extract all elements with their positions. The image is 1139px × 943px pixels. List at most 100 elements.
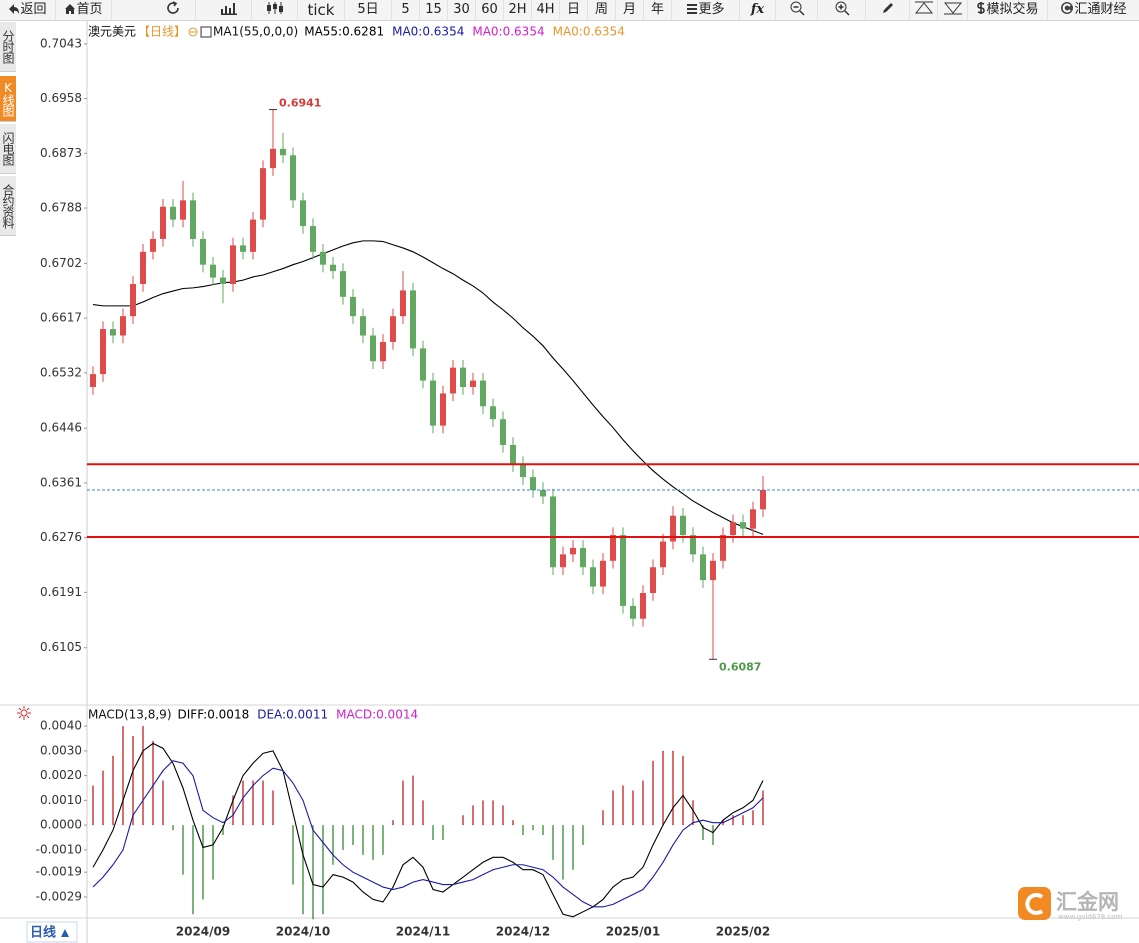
- y-tick-label: 0.6276: [40, 530, 82, 544]
- zoom-out-button[interactable]: [776, 0, 818, 20]
- tick-button[interactable]: tick: [298, 0, 345, 20]
- macd-line: [92, 742, 764, 918]
- period-5d[interactable]: 5日: [345, 0, 392, 20]
- home-icon: [65, 4, 76, 14]
- candle-body: [520, 464, 526, 478]
- down-tool-icon: [943, 2, 962, 15]
- sidebar-tab-active[interactable]: K线图: [0, 76, 16, 122]
- chart-subtitle: 【日线】: [138, 25, 186, 39]
- period-15[interactable]: 15: [420, 0, 448, 20]
- candle-body: [480, 380, 486, 407]
- sim-trade-label: 模拟交易: [986, 2, 1039, 17]
- sidebar-tab[interactable]: 分时图: [0, 22, 16, 72]
- formula-button[interactable]: fx: [740, 0, 776, 20]
- candle-body: [620, 535, 626, 606]
- pen-icon-shape: [882, 3, 893, 13]
- zoom-out-icon: [790, 1, 805, 16]
- candle-body: [270, 148, 276, 169]
- up-tool-icon: [914, 1, 933, 14]
- candle-body: [550, 496, 556, 568]
- home-label: 首页: [76, 2, 103, 17]
- candle-body: [250, 219, 256, 252]
- bar-chart-icon: [220, 3, 237, 16]
- candle-body: [540, 489, 546, 497]
- legend-name: DIFF:: [178, 708, 208, 722]
- high-label: 0.6941: [279, 97, 321, 110]
- y-tick-label: 0.6532: [40, 365, 82, 379]
- refresh-icon: [166, 1, 179, 14]
- refresh-button[interactable]: [150, 0, 196, 20]
- legend-value: 0.6281: [342, 25, 384, 39]
- legend-value: 0.0014: [376, 708, 418, 722]
- legend-name: MACD:: [336, 708, 376, 722]
- y-tick-label: 0.0040: [40, 719, 82, 733]
- candle-body: [380, 341, 386, 362]
- sidebar-tab[interactable]: 闪电图: [0, 124, 16, 174]
- bar-chart-button[interactable]: [206, 0, 252, 20]
- candle-body: [570, 547, 576, 555]
- candle-body: [670, 515, 676, 542]
- zoom-in-icon: [835, 1, 850, 16]
- period-week[interactable]: 周: [588, 0, 616, 20]
- y-tick-label: -0.0029: [36, 889, 82, 903]
- candle-body: [470, 380, 476, 387]
- draw-button[interactable]: [866, 0, 910, 20]
- candle-body: [630, 605, 636, 619]
- candle-body: [180, 200, 186, 220]
- down-tool-button[interactable]: [938, 0, 968, 20]
- settings-icon[interactable]: [17, 706, 31, 720]
- candle-button[interactable]: [254, 0, 298, 20]
- legend-value: 0.0018: [207, 708, 249, 722]
- zoom-in-button[interactable]: [818, 0, 866, 20]
- macd-line: [92, 760, 764, 908]
- sidebar-tab[interactable]: 合约资料: [0, 176, 16, 236]
- period-day[interactable]: 日: [560, 0, 588, 20]
- period-tab[interactable]: 日线: [30, 925, 56, 941]
- legend-value: 0.6354: [583, 25, 625, 39]
- y-tick-label: 0.6361: [40, 475, 82, 489]
- x-tick-label: 2024/10: [276, 925, 330, 939]
- candle-body: [430, 380, 436, 426]
- candle-body: [580, 547, 586, 568]
- candle-body: [440, 393, 446, 426]
- home-button[interactable]: 首页: [56, 0, 112, 20]
- y-tick-label: -0.0010: [36, 842, 82, 856]
- period-arrow[interactable]: [61, 929, 69, 937]
- y-tick-label: 0.0010: [40, 793, 82, 807]
- candle-icon-bodies: [266, 4, 283, 12]
- more-button[interactable]: 更多: [672, 0, 740, 20]
- candle-body: [420, 348, 426, 381]
- candle-body: [410, 290, 416, 349]
- period-month[interactable]: 月: [616, 0, 644, 20]
- candle-body: [500, 419, 506, 445]
- candle-body: [290, 155, 296, 201]
- brand-button[interactable]: 汇通财经: [1048, 0, 1139, 20]
- ma-line: [92, 240, 764, 535]
- candle-body: [510, 444, 516, 465]
- legend-value: 0.6354: [422, 25, 464, 39]
- candle-body: [600, 560, 606, 587]
- watermark: 汇金网 www.gold678.com: [1018, 887, 1123, 921]
- y-tick-label: 0.6873: [40, 146, 82, 160]
- sim-trade-button[interactable]: 模拟交易: [968, 0, 1048, 20]
- bar-chart-icon-shape: [220, 3, 237, 16]
- candle-body: [110, 329, 116, 336]
- period-year[interactable]: 年: [644, 0, 672, 20]
- y-tick-label: 0.6617: [40, 311, 82, 325]
- candle-body: [280, 148, 286, 156]
- period-30[interactable]: 30: [448, 0, 476, 20]
- dollar-icon: [977, 2, 986, 14]
- home-icon-shape: [65, 4, 76, 14]
- period-2h[interactable]: 2H: [504, 0, 532, 20]
- x-tick-label: 2025/01: [606, 925, 660, 939]
- back-button[interactable]: 返回: [0, 0, 56, 20]
- period-60[interactable]: 60: [476, 0, 504, 20]
- up-tool-button[interactable]: [910, 0, 938, 20]
- legend-name: DEA:: [257, 708, 286, 722]
- candle-body: [300, 200, 306, 227]
- period-4h[interactable]: 4H: [532, 0, 560, 20]
- toolbar: 返回 首页 tick 5日 5 15 30 60 2H 4H 日 周 月 年 更…: [0, 0, 1139, 21]
- legend-value: 0.0011: [286, 708, 328, 722]
- period-5[interactable]: 5: [392, 0, 420, 20]
